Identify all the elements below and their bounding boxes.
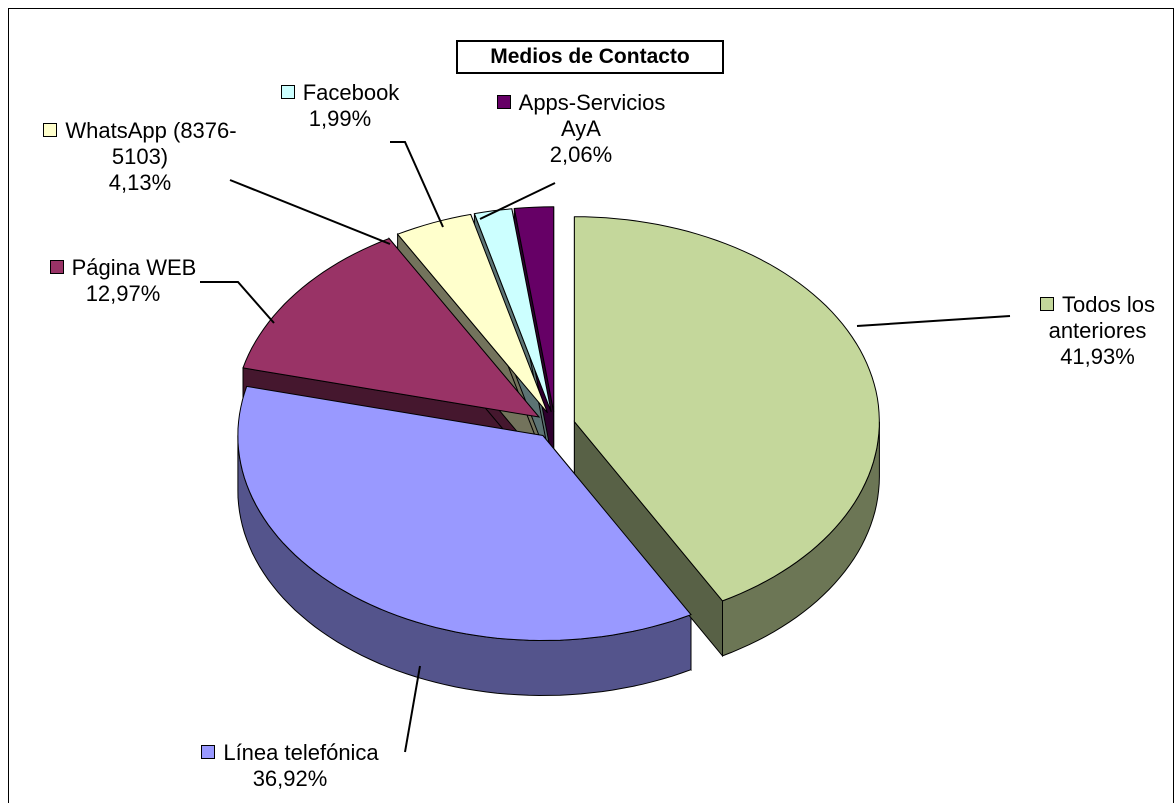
legend-swatch (43, 123, 58, 137)
slice-value: 1,99% (308, 106, 372, 131)
slice-label: WhatsApp (8376-5103) 4,13% (40, 118, 240, 196)
legend-swatch (201, 745, 216, 759)
slice-value: 41,93% (1060, 344, 1135, 369)
slice (396, 213, 548, 414)
slice (513, 206, 555, 412)
slice-label: Facebook 1,99% (255, 80, 425, 132)
slice-label: Página WEB 12,97% (18, 255, 228, 307)
slice (237, 385, 692, 642)
slice-name: Apps-Servicios AyA (518, 90, 666, 141)
slice (242, 237, 541, 418)
slice-name: Línea telefónica (223, 740, 379, 765)
leader-line (200, 281, 275, 324)
slice (573, 216, 880, 602)
chart-frame (8, 8, 1174, 803)
leader-line (479, 182, 556, 220)
leader-line (229, 179, 391, 245)
slice-value: 36,92% (252, 766, 328, 791)
slice-value: 12,97% (85, 281, 161, 306)
slice (473, 208, 552, 413)
leader-line (390, 141, 444, 228)
legend-swatch (1040, 297, 1055, 311)
legend-swatch (280, 85, 295, 99)
slice-name: Todos los anteriores (1048, 292, 1155, 343)
chart-title: Medios de Contacto (456, 40, 724, 74)
slice-label: Línea telefónica 36,92% (165, 740, 415, 792)
slice-name: Página WEB (71, 255, 197, 280)
slice-label: Todos los anteriores 41,93% (1020, 292, 1175, 370)
slice-value: 2,06% (549, 142, 613, 167)
slice-label: Apps-Servicios AyA 2,06% (478, 90, 684, 168)
slice-value: 4,13% (108, 170, 172, 195)
legend-swatch (496, 95, 511, 109)
legend-swatch (49, 260, 64, 274)
leader-line (404, 665, 421, 753)
leader-line (856, 315, 1011, 327)
slice-name: Facebook (302, 80, 400, 105)
slice-name: WhatsApp (8376-5103) (65, 118, 237, 169)
